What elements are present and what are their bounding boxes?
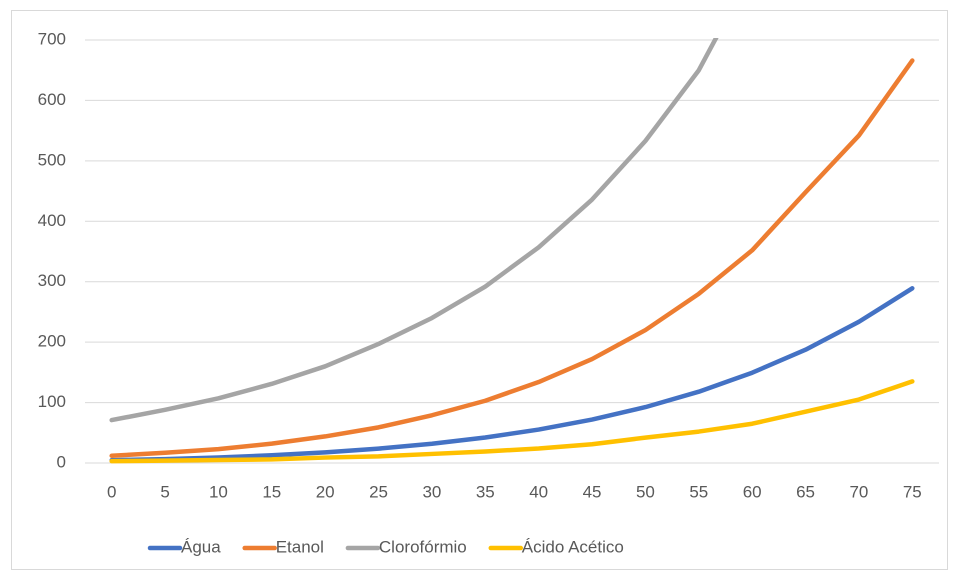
- x-tick-label: 55: [689, 482, 708, 501]
- series-line: [109, 58, 915, 458]
- x-tick-label: 15: [262, 482, 281, 501]
- x-tick-label: 50: [636, 482, 655, 501]
- y-tick-label: 300: [38, 271, 66, 290]
- x-tick-label: 65: [796, 482, 815, 501]
- legend-label: Água: [181, 537, 221, 556]
- y-tick-label: 700: [38, 29, 66, 48]
- y-tick-label: 500: [38, 150, 66, 169]
- x-tick-label: 70: [849, 482, 868, 501]
- legend-label: Etanol: [276, 537, 324, 556]
- x-tick-label: 35: [476, 482, 495, 501]
- y-tick-label: 400: [38, 211, 66, 230]
- x-tick-label: 40: [529, 482, 548, 501]
- x-tick-label: 30: [422, 482, 441, 501]
- y-tick-label: 0: [57, 452, 66, 471]
- legend-label: Ácido Acético: [522, 537, 624, 556]
- y-tick-label: 600: [38, 90, 66, 109]
- y-tick-label: 200: [38, 332, 66, 351]
- x-tick-label: 0: [107, 482, 116, 501]
- x-tick-label: 45: [583, 482, 602, 501]
- x-tick-label: 5: [160, 482, 169, 501]
- x-tick-label: 75: [903, 482, 922, 501]
- series-line: [109, 286, 915, 463]
- x-tick-label: 10: [209, 482, 228, 501]
- x-tick-label: 25: [369, 482, 388, 501]
- legend-label: Clorofórmio: [379, 537, 467, 556]
- series-line: [109, 379, 915, 464]
- x-tick-label: 60: [743, 482, 762, 501]
- series-line: [109, 38, 719, 423]
- x-tick-label: 20: [316, 482, 335, 501]
- y-tick-label: 100: [38, 392, 66, 411]
